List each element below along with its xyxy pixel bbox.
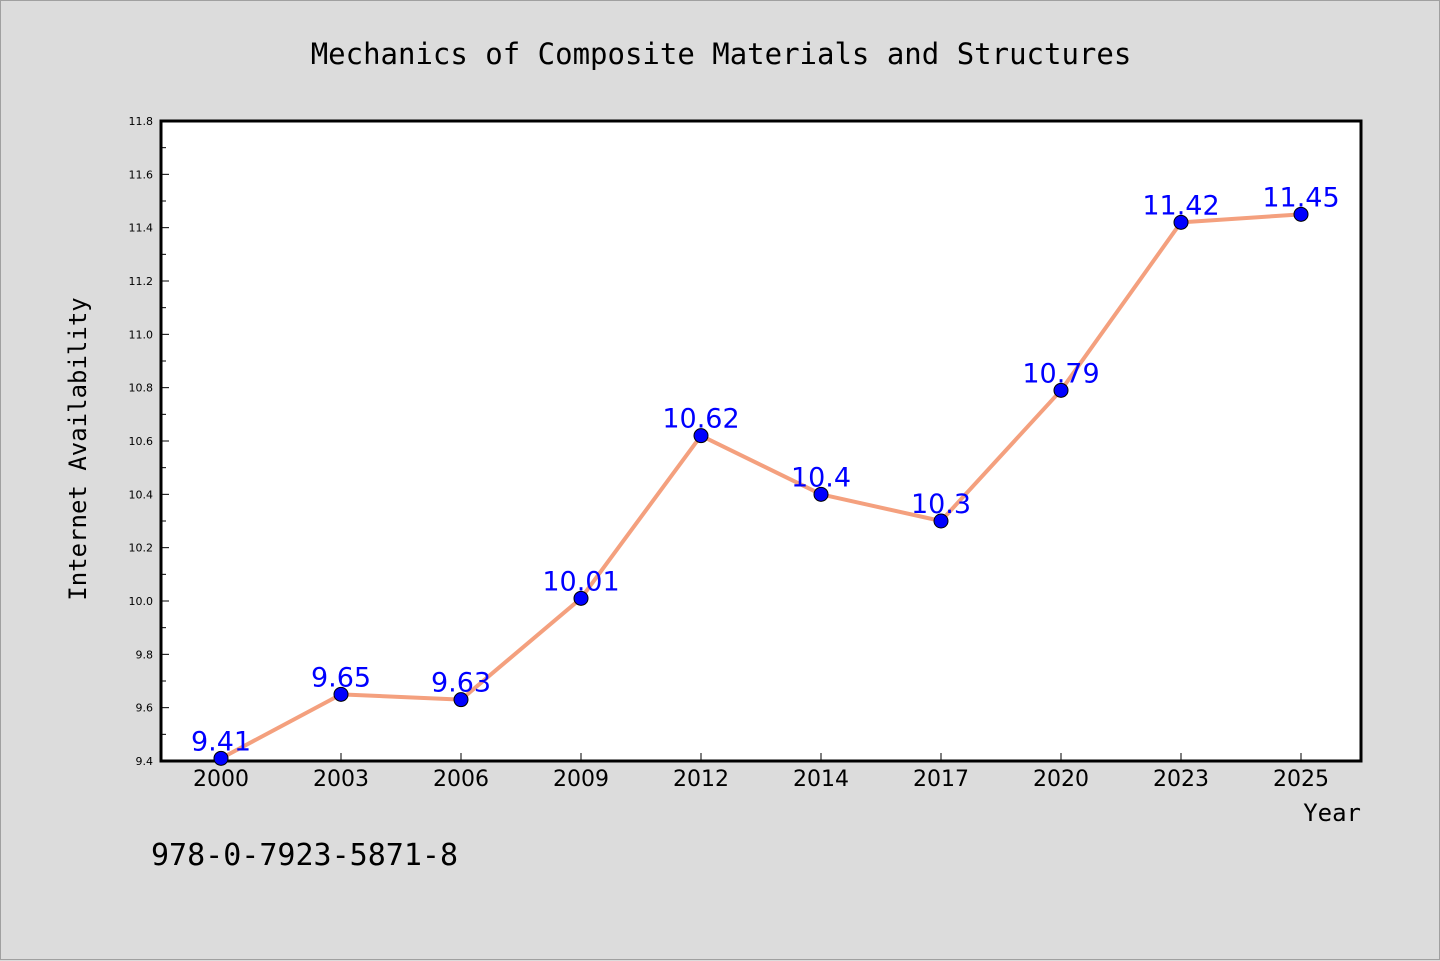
data-label: 9.63	[431, 668, 491, 699]
series-layer: 9.41 9.65 9.63 10.01 10.62 10.4 10.3 10.79 11.42…	[191, 182, 1340, 766]
y-axis: 9.4 9.6 9.8 10.0 10.2 10.4 10.6 10.8 11.0 11.2 11.…	[129, 115, 169, 768]
series-line	[220, 212, 1302, 761]
data-point	[333, 686, 349, 702]
data-point	[213, 750, 229, 766]
x-tick-label: 2020	[1033, 767, 1089, 792]
data-label: 10.79	[1022, 358, 1099, 389]
chart-title: Mechanics of Composite Materials and Str…	[311, 37, 1132, 71]
y-tick-label: 10.0	[129, 595, 154, 608]
y-tick-label: 10.4	[129, 488, 154, 501]
data-point	[1053, 382, 1069, 398]
y-tick-label: 11.6	[129, 168, 154, 181]
data-label: 11.42	[1142, 190, 1219, 221]
y-tick-label: 9.6	[136, 702, 154, 715]
x-tick-label: 2006	[433, 767, 489, 792]
x-tick-label: 2012	[673, 767, 729, 792]
y-tick-label: 9.4	[136, 755, 154, 768]
data-label: 9.41	[191, 726, 251, 757]
y-tick-label: 10.6	[129, 435, 154, 448]
y-tick-label: 11.0	[129, 328, 154, 341]
x-tick-label: 2000	[193, 767, 249, 792]
plot-area	[159, 119, 1363, 763]
data-label: 10.62	[662, 404, 739, 435]
data-point	[933, 513, 949, 529]
x-axis-label: Year	[1303, 799, 1361, 827]
y-tick-label: 11.4	[129, 222, 154, 235]
data-point	[1293, 206, 1309, 222]
y-tick-label: 11.2	[129, 275, 154, 288]
x-tick-label: 2003	[313, 767, 369, 792]
data-label: 10.4	[791, 462, 851, 493]
isbn-annotation: 978-0-7923-5871-8	[151, 838, 458, 873]
x-tick-label: 2009	[553, 767, 609, 792]
data-point	[813, 486, 829, 502]
y-tick-label: 9.8	[136, 648, 154, 661]
data-label: 11.45	[1262, 182, 1339, 213]
x-tick-label: 2017	[913, 767, 969, 792]
x-axis: 2000 2003 2006 2009 2012 2014 2017 2020 2023 2025	[193, 753, 1329, 792]
data-label: 9.65	[311, 662, 371, 693]
data-point	[573, 590, 589, 606]
data-point	[693, 428, 709, 444]
data-label: 10.3	[911, 489, 971, 520]
y-tick-label: 10.8	[129, 382, 154, 395]
data-label: 10.01	[542, 566, 619, 597]
x-tick-label: 2014	[793, 767, 849, 792]
y-tick-label: 11.8	[129, 115, 154, 128]
y-axis-label: Internet Availability	[64, 297, 92, 600]
x-tick-label: 2025	[1273, 767, 1329, 792]
y-tick-label: 10.2	[129, 542, 154, 555]
data-point	[1173, 214, 1189, 230]
data-point	[453, 692, 469, 708]
x-tick-label: 2023	[1153, 767, 1209, 792]
